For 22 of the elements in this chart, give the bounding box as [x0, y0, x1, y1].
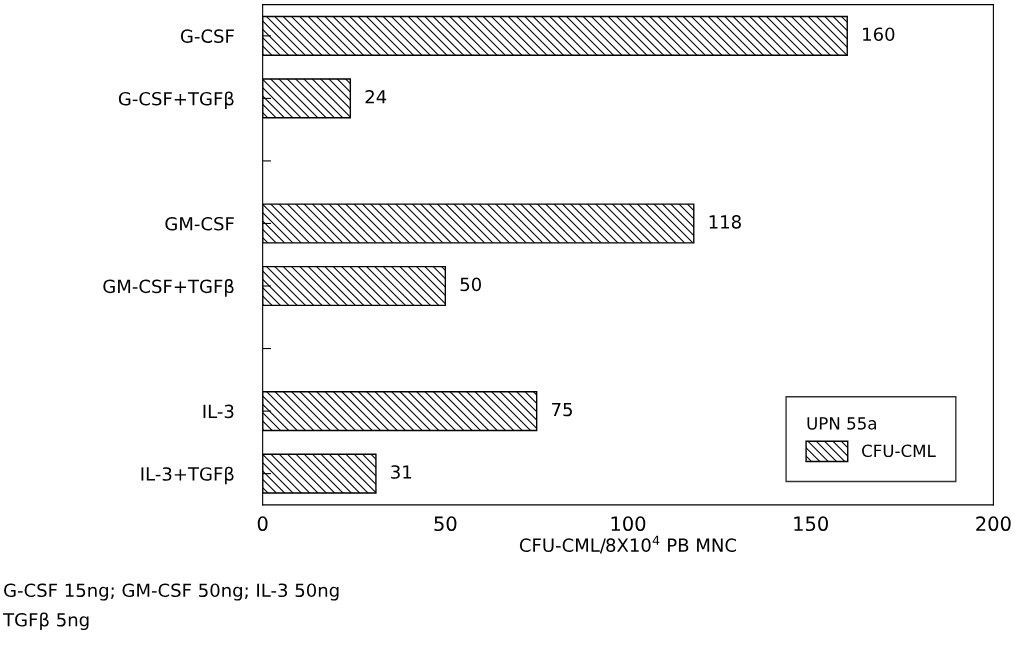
data-label: 24: [365, 89, 387, 104]
x-tick-label: 150: [794, 516, 828, 532]
y-tick-label: GM-CSF: [165, 216, 234, 231]
data-label: 50: [460, 277, 481, 292]
data-label: 160: [863, 27, 895, 42]
text: TGFβ 5ng: [3, 612, 89, 631]
y-tick-label: G-CSF+TGFβ: [118, 91, 234, 110]
data-label: 31: [391, 465, 412, 479]
y-tick-label: G-CSF: [180, 29, 234, 43]
y-tick-label: IL-3+TGFβ: [141, 466, 234, 485]
x-tick-label: 100: [611, 516, 646, 532]
x-tick-label: 50: [434, 516, 457, 532]
legend-label: CFU-CML: [862, 444, 936, 458]
legend-title: UPN 55a: [807, 417, 876, 430]
y-tick-label: GM-CSF+TGFβ: [103, 279, 234, 297]
x-tick-label: 200: [976, 516, 1011, 532]
x-tick-label: 0: [257, 516, 268, 532]
text: G-CSF 15ng; GM-CSF 50ng; IL-3 50ng: [4, 583, 339, 601]
x-axis-title: CFU-CML/8X10$^{4}$ PB MNC: [519, 535, 737, 554]
data-label: 118: [709, 215, 741, 229]
y-tick-label: IL-3: [203, 404, 234, 419]
data-label: 75: [552, 402, 572, 417]
